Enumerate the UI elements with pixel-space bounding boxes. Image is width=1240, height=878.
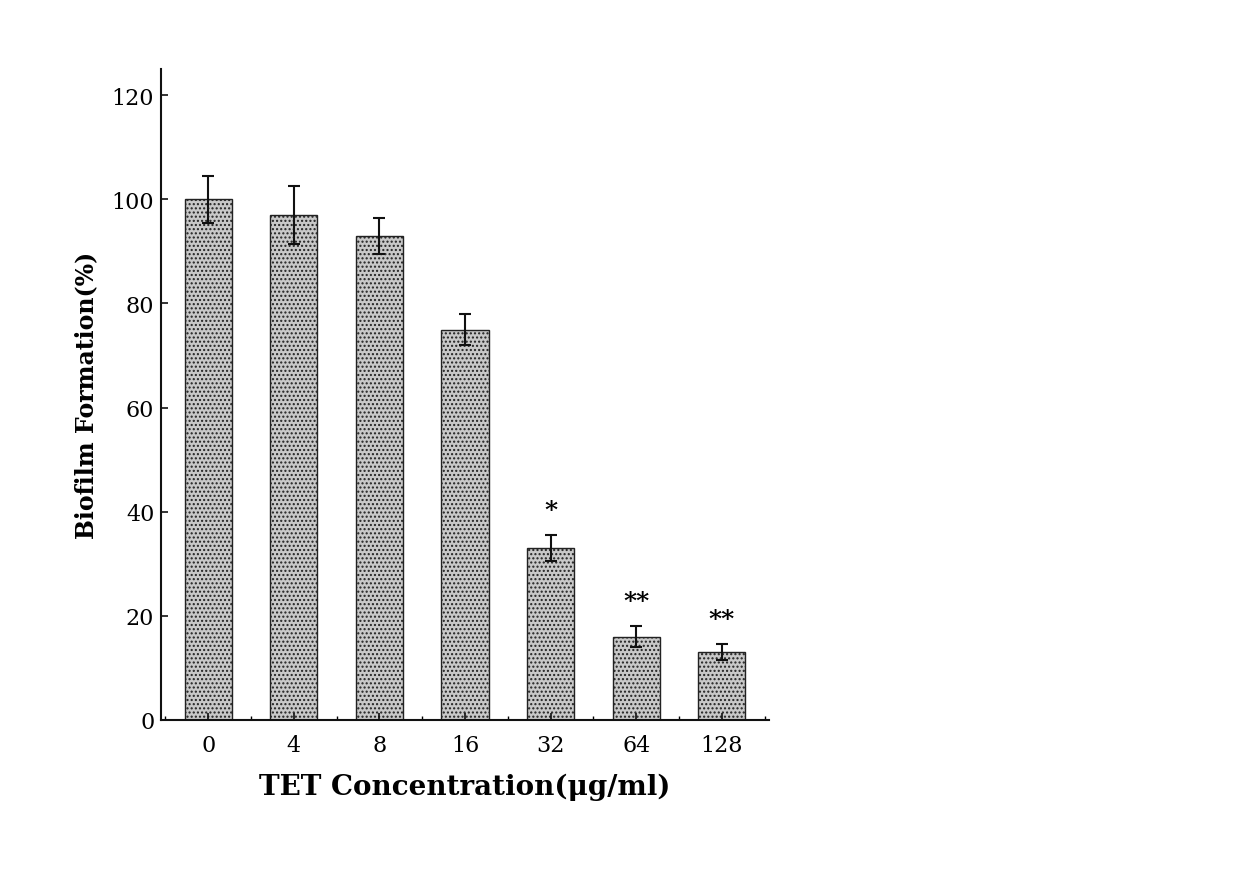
Text: **: **: [622, 589, 650, 614]
Bar: [356, 236, 403, 720]
Bar: [270, 216, 317, 720]
X-axis label: TET Concentration(μg/ml): TET Concentration(μg/ml): [259, 773, 671, 800]
Text: **: **: [708, 608, 735, 631]
Bar: [441, 330, 489, 720]
Text: *: *: [544, 499, 557, 522]
Bar: [613, 637, 660, 720]
Bar: [527, 549, 574, 720]
Bar: [698, 652, 745, 720]
Y-axis label: Biofilm Formation(%): Biofilm Formation(%): [73, 252, 98, 538]
Bar: [185, 200, 232, 720]
